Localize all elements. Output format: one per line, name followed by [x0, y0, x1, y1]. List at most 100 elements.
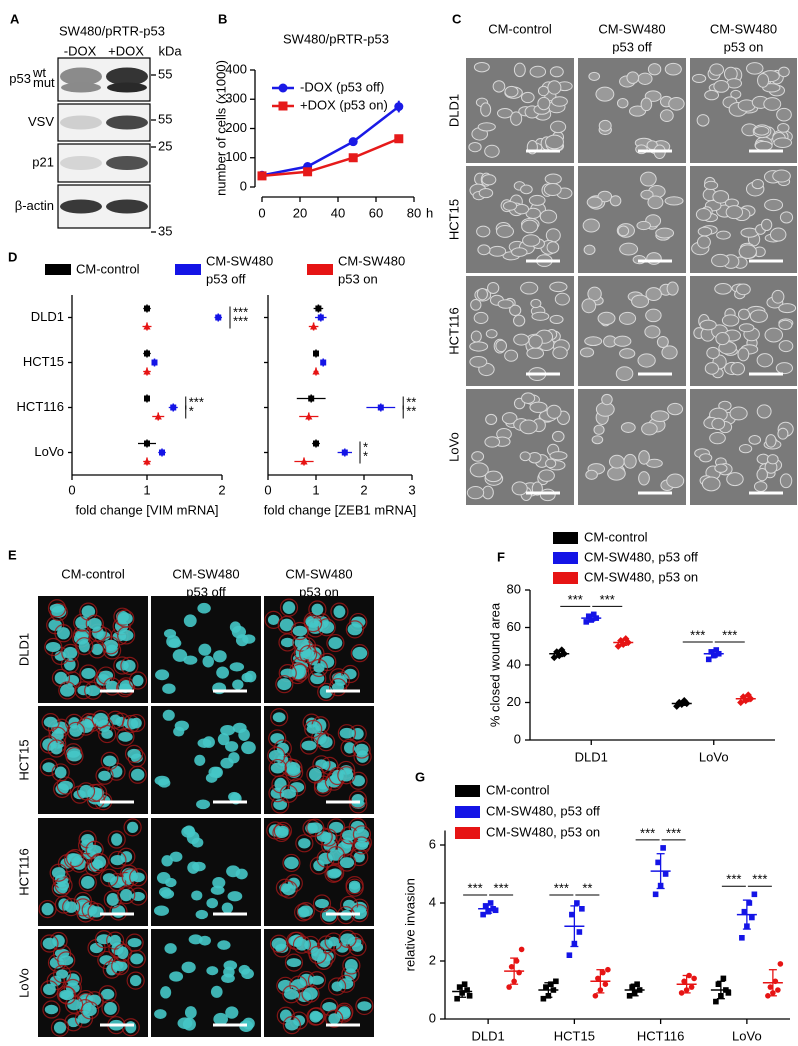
cell — [779, 211, 794, 224]
blot-band — [60, 67, 102, 86]
category-label: HCT15 — [554, 1028, 595, 1043]
nucleus — [344, 959, 358, 972]
legend-swatch — [553, 532, 578, 544]
nucleus — [315, 898, 329, 909]
membrane — [109, 902, 128, 921]
blot-band — [60, 156, 102, 170]
cell — [546, 404, 562, 419]
cell — [711, 253, 730, 268]
cell — [476, 287, 488, 301]
nucleus — [160, 889, 175, 899]
panel-letter: G — [415, 769, 425, 784]
membrane — [317, 618, 336, 637]
column-header: CM-control — [488, 21, 552, 36]
x-tick-label: 3 — [408, 482, 415, 497]
membrane — [330, 602, 349, 621]
cell — [777, 427, 789, 440]
membrane — [342, 956, 361, 975]
data-point — [513, 958, 520, 964]
lane-label: -DOX — [64, 43, 97, 58]
membrane — [40, 980, 59, 999]
cell — [659, 109, 674, 122]
cell — [487, 281, 500, 295]
cell — [509, 304, 522, 317]
membrane — [108, 850, 127, 870]
y-axis-label: relative invasion — [402, 878, 417, 971]
cell — [701, 476, 721, 492]
cell — [597, 311, 616, 325]
nucleus — [336, 942, 349, 953]
cell — [495, 339, 508, 353]
membrane — [50, 1018, 70, 1037]
data-point — [456, 984, 463, 990]
data-point — [308, 395, 315, 402]
panel-letter: F — [497, 549, 505, 564]
nucleus — [328, 1013, 341, 1025]
nucleus — [45, 642, 61, 652]
nucleus — [169, 971, 184, 982]
membrane — [284, 953, 304, 972]
data-point — [725, 990, 732, 996]
nucleus — [216, 666, 229, 679]
nucleus — [63, 646, 78, 659]
membrane — [75, 637, 94, 656]
cell — [626, 71, 640, 84]
cell — [769, 227, 787, 242]
membrane — [66, 721, 85, 741]
membrane — [314, 951, 333, 971]
cell — [528, 194, 546, 206]
cell — [513, 333, 530, 346]
nucleus — [217, 733, 230, 746]
nucleus — [100, 988, 115, 1000]
nucleus — [169, 851, 183, 862]
nucleus — [130, 768, 145, 781]
nucleus — [183, 614, 197, 628]
cell — [519, 451, 531, 462]
cell — [737, 308, 750, 321]
nucleus — [202, 655, 214, 668]
data-point — [508, 964, 515, 970]
membrane — [78, 830, 97, 849]
cell — [753, 126, 770, 136]
membrane — [326, 633, 345, 653]
nucleus — [339, 768, 354, 782]
blot-band — [106, 115, 148, 130]
nucleus — [349, 880, 361, 890]
nucleus — [196, 799, 211, 810]
nucleus — [354, 743, 369, 756]
data-point — [739, 935, 745, 941]
cell — [513, 314, 526, 327]
membrane — [282, 1016, 301, 1035]
cell — [549, 451, 568, 461]
membrane — [123, 818, 142, 837]
nucleus — [343, 742, 356, 754]
data-point — [746, 900, 753, 906]
cell — [647, 195, 664, 210]
legend-swatch — [553, 572, 578, 584]
nucleus — [351, 942, 364, 952]
nucleus — [197, 602, 211, 614]
cell — [544, 173, 562, 185]
nucleus — [286, 762, 301, 775]
data-point — [482, 903, 489, 909]
nucleus — [280, 637, 295, 648]
cell — [551, 96, 568, 107]
cell — [697, 226, 713, 237]
nucleus — [241, 741, 256, 755]
nucleus — [270, 762, 285, 774]
significance-label: ** — [406, 394, 416, 409]
cell — [539, 209, 558, 224]
membrane — [120, 656, 139, 675]
column-header: p53 off — [186, 584, 226, 599]
blot-band — [61, 82, 101, 93]
membrane — [299, 645, 318, 664]
data-point — [313, 350, 319, 357]
column-header: p53 off — [612, 39, 652, 54]
nucleus — [295, 938, 309, 951]
cell — [473, 61, 490, 73]
nucleus — [103, 639, 119, 651]
data-point — [600, 969, 606, 976]
cell — [497, 299, 514, 309]
nucleus — [333, 605, 346, 618]
cell — [617, 225, 630, 237]
